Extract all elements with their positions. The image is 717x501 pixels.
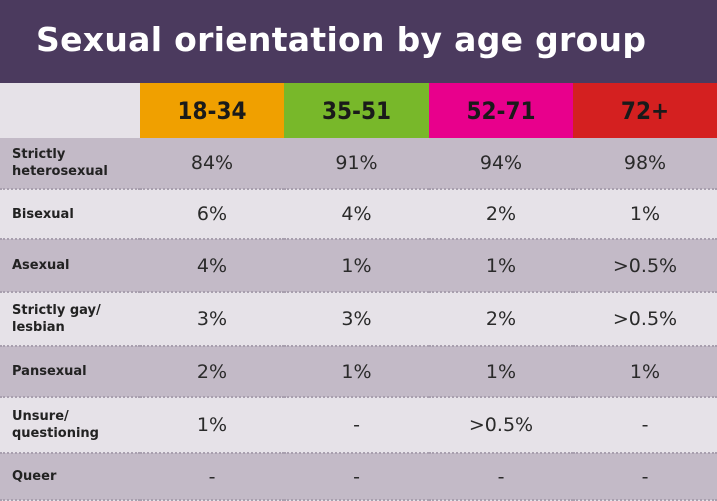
column-header-52-71: 52-71 [429, 83, 573, 138]
table-cell: 2% [429, 292, 573, 347]
table-row: Bisexual 6% 4% 2% 1% [0, 189, 717, 240]
table-cell: - [284, 397, 429, 454]
table-cell: >0.5% [573, 292, 717, 347]
table-cell: 4% [140, 239, 284, 293]
table-cell: >0.5% [429, 397, 573, 454]
row-label: Queer [0, 453, 140, 501]
table-cell: - [573, 397, 717, 454]
table-cell: 4% [284, 189, 429, 240]
row-label: Asexual [0, 239, 140, 293]
row-label: Pansexual [0, 346, 140, 398]
table-cell: 2% [140, 346, 284, 398]
table-row: Queer - - - - [0, 453, 717, 501]
column-header-72+: 72+ [573, 83, 717, 138]
table-cell: - [429, 453, 573, 501]
header-row: 18-34 35-51 52-71 72+ [0, 83, 717, 138]
table-row: Strictly heterosexual 84% 91% 94% 98% [0, 138, 717, 190]
table-cell: 1% [573, 189, 717, 240]
table-cell: 91% [284, 138, 429, 190]
column-header-35-51: 35-51 [284, 83, 429, 138]
table-row: Asexual 4% 1% 1% >0.5% [0, 239, 717, 293]
orientation-table: 18-34 35-51 52-71 72+ Strictly heterosexual… [0, 83, 717, 501]
table-cell: 3% [140, 292, 284, 347]
chart-title: Sexual orientation by age group [0, 0, 717, 83]
row-label: Bisexual [0, 189, 140, 240]
table-row: Strictly gay/ lesbian 3% 3% 2% >0.5% [0, 292, 717, 347]
table-cell: >0.5% [573, 239, 717, 293]
row-label: Unsure/ questioning [0, 397, 140, 454]
table-cell: 1% [429, 346, 573, 398]
table-cell: 84% [140, 138, 284, 190]
table-cell: 1% [140, 397, 284, 454]
table-cell: 1% [284, 346, 429, 398]
table-cell: 98% [573, 138, 717, 190]
table-cell: 1% [284, 239, 429, 293]
table-cell: 1% [573, 346, 717, 398]
header-blank [0, 83, 140, 138]
table-cell: 3% [284, 292, 429, 347]
column-header-18-34: 18-34 [140, 83, 284, 138]
table-cell: 2% [429, 189, 573, 240]
table-row: Pansexual 2% 1% 1% 1% [0, 346, 717, 398]
table-cell: 1% [429, 239, 573, 293]
table-cell: - [284, 453, 429, 501]
table-cell: 94% [429, 138, 573, 190]
row-label: Strictly heterosexual [0, 138, 140, 190]
table-cell: - [573, 453, 717, 501]
table-cell: - [140, 453, 284, 501]
row-label: Strictly gay/ lesbian [0, 292, 140, 347]
table-row: Unsure/ questioning 1% - >0.5% - [0, 397, 717, 454]
table-cell: 6% [140, 189, 284, 240]
